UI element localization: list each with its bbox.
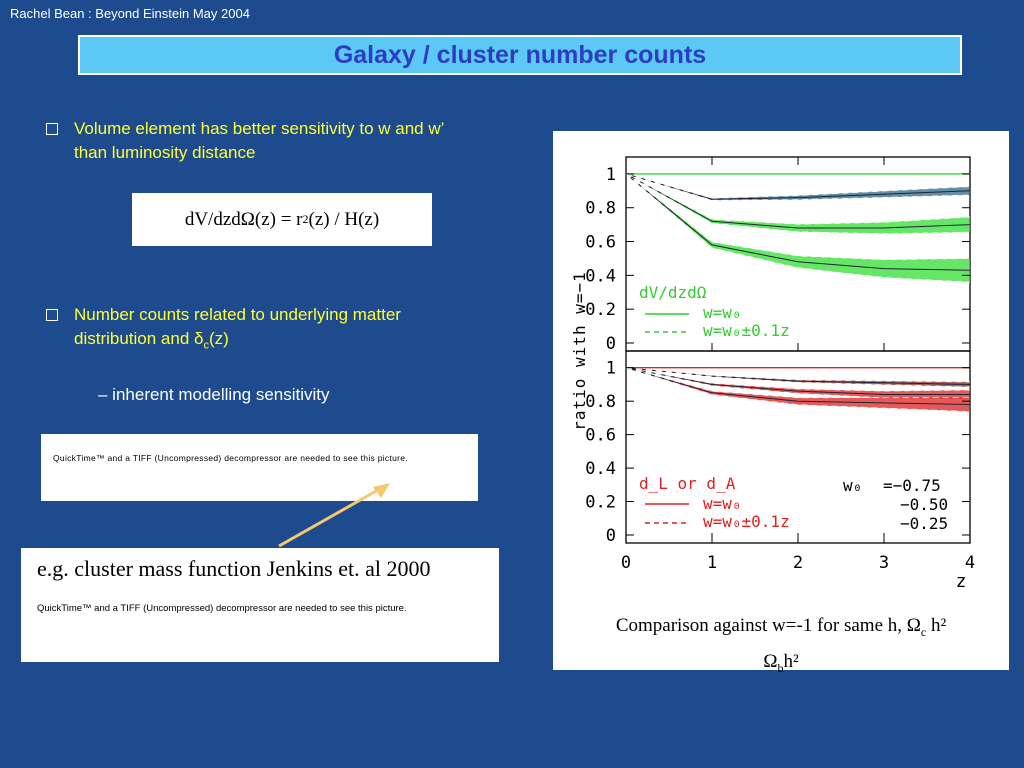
dashed-upper-series-2 [625,173,971,225]
quicktime-placeholder-1-text: QuickTime™ and a TIFF (Uncompressed) dec… [53,453,408,463]
line-series-3 [625,367,971,405]
slide-title: Galaxy / cluster number counts [333,40,707,69]
caption-text-2: h² [926,615,947,636]
bullet-1: Volume element has better sensitivity to… [46,117,444,165]
formula-box: dV/dzdΩ(z) = r 2 (z) / H(z) [132,193,432,246]
bottom-panel-bands [625,367,971,412]
band-series-3 [626,173,970,283]
comparison-caption-line-2: Ωbh² [553,647,1009,683]
x-tick-label: 1 [707,553,717,573]
top-panel-bands [625,173,971,283]
dashed-upper-series-1 [625,173,971,199]
y-tick-label: 0.2 [585,300,616,320]
top-panel-label: dV/dzdΩ [639,283,707,302]
x-tick-label: 3 [879,553,889,573]
x-tick-label: 4 [965,553,975,573]
band-series-3 [626,367,970,412]
title-bar: Galaxy / cluster number counts [78,35,962,75]
y-tick-label: 0 [606,526,616,546]
w0-value-3: −0.25 [900,514,948,533]
bullet-2-text: Number counts related to underlying matt… [74,303,401,357]
dashed-lower-series-3 [625,367,971,412]
caption-sub-1: c [920,624,927,639]
bullet-2-line-1: Number counts related to underlying matt… [74,305,401,324]
formula-lhs: dV/dzdΩ(z) = r [184,208,303,230]
band-series-2 [626,367,970,399]
dashed-upper-series-1 [625,367,971,383]
band-series-2 [626,173,970,234]
y-tick-label: 0.6 [585,426,616,446]
y-tick-label: 0.2 [585,493,616,513]
caption-text-4: h² [783,650,799,672]
w0-label: w₀ [843,476,862,495]
bullet-2-suffix: (z) [209,329,229,348]
dashed-upper-series-3 [625,173,971,261]
jenkins-quicktime-placeholder: QuickTime™ and a TIFF (Uncompressed) dec… [37,603,407,614]
y-tick-label: 0.4 [585,459,616,479]
top-legend-text-2: w=w₀±0.1z [703,321,790,340]
caption-text-1: Comparison against w=-1 for same h, Ω [615,615,921,636]
caption-sub-2: b [777,660,784,675]
bullet-square-icon [46,309,58,321]
line-series-1 [625,173,971,200]
line-series-2 [625,367,970,395]
comparison-caption: Comparison against w=-1 for same h, Ωc h… [553,607,1009,675]
dashed-lower-series-1 [625,367,971,388]
y-tick-label: 0.8 [585,199,616,219]
bottom-panel-label: d_L or d_A [639,474,736,493]
line-series-2 [625,173,971,229]
arrow-graphic [278,483,390,548]
slide-header: Rachel Bean : Beyond Einstein May 2004 [10,6,250,21]
band-series-1 [626,367,970,387]
bottom-legend-text-1: w=w₀ [703,494,742,513]
dashed-upper-series-3 [625,367,971,399]
formula-sup: 2 [302,212,309,226]
w0-value-1: =−0.75 [883,476,941,495]
dashed-upper-series-2 [625,367,971,392]
y-tick-label: 0.4 [585,266,616,286]
plot-panel: 0 0.2 0.4 0.6 0.8 1 0 0.2 0.4 0.6 0.8 1 0 1 2 3 4 z rati… [553,131,1009,607]
y-tick-label: 0 [606,334,616,354]
axis-ticks: 0 0.2 0.4 0.6 0.8 1 0 0.2 0.4 0.6 0.8 1 0 1 2 3 4 [585,157,975,573]
line-series-1 [625,367,971,385]
bullet-2-line-2: distribution and δc(z) [74,327,401,357]
bullet-square-icon [46,123,58,135]
y-tick-label: 0.6 [585,233,616,253]
ratio-chart: 0 0.2 0.4 0.6 0.8 1 0 0.2 0.4 0.6 0.8 1 0 1 2 3 4 z rati… [570,156,975,592]
bullet-2: Number counts related to underlying matt… [46,303,401,357]
y-tick-label: 0.8 [585,392,616,412]
y-axis-label: ratio with w=−1 [570,271,589,431]
top-panel-frame [625,156,971,352]
x-tick-label: 0 [621,553,631,573]
bullet-1-line-1: Volume element has better sensitivity to… [74,119,445,138]
line-series-3 [625,173,971,271]
sub-item: – inherent modelling sensitivity [98,385,330,404]
band-series-1 [626,173,970,201]
bullet-2-prefix: distribution and [74,329,195,348]
bottom-legend-text-2: w=w₀±0.1z [703,512,790,531]
dashed-lower-series-2 [625,367,971,400]
dashed-lower-series-3 [625,173,971,283]
caption-text-3: Ω [763,650,778,672]
arrow-shaft [278,484,386,548]
arrowhead-icon [373,483,390,498]
bullet-1-text: Volume element has better sensitivity to… [74,117,444,165]
dashed-lower-series-2 [625,173,971,235]
x-tick-label: 2 [793,553,803,573]
jenkins-caption: e.g. cluster mass function Jenkins et. a… [37,556,431,581]
bullet-1-line-2: than luminosity distance [74,143,256,162]
delta-symbol: δ [194,329,204,348]
w0-value-2: −0.50 [900,495,948,514]
jenkins-box: e.g. cluster mass function Jenkins et. a… [21,548,499,662]
y-tick-label: 1 [606,165,616,185]
dashed-lower-series-1 [625,173,971,201]
delta-sub: c [203,339,210,352]
quicktime-placeholder-1: QuickTime™ and a TIFF (Uncompressed) dec… [41,434,478,501]
comparison-caption-line-1: Comparison against w=-1 for same h, Ωc h… [553,611,1009,647]
formula-rhs: (z) / H(z) [308,208,380,230]
top-legend-text-1: w=w₀ [703,303,742,322]
x-axis-label: z [956,571,967,592]
y-tick-label: 1 [606,359,616,379]
